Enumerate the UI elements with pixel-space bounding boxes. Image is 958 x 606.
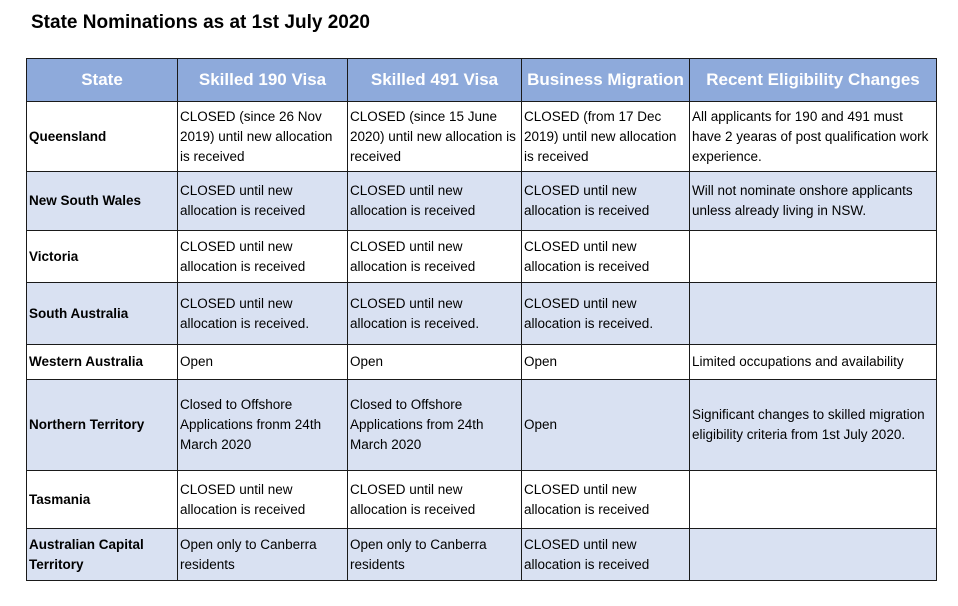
table-row: Australian Capital Territory Open only t…	[26, 528, 937, 581]
changes-cell: All applicants for 190 and 491 must have…	[689, 101, 937, 172]
table-row: Tasmania CLOSED until new allocation is …	[26, 470, 937, 529]
state-cell: Tasmania	[26, 470, 178, 529]
changes-cell: Will not nominate onshore applicants unl…	[689, 171, 937, 231]
visa-190-cell: CLOSED until new allocation is received	[177, 470, 348, 529]
visa-491-cell: CLOSED until new allocation is received	[347, 230, 522, 283]
state-cell: Western Australia	[26, 344, 178, 380]
business-cell: CLOSED until new allocation is received	[521, 230, 690, 283]
changes-cell: Limited occupations and availability	[689, 344, 937, 380]
table-row: Queensland CLOSED (since 26 Nov 2019) un…	[26, 101, 937, 172]
visa-190-cell: CLOSED (since 26 Nov 2019) until new all…	[177, 101, 348, 172]
business-cell: CLOSED (from 17 Dec 2019) until new allo…	[521, 101, 690, 172]
column-header-business: Business Migration	[521, 58, 690, 102]
state-cell: New South Wales	[26, 171, 178, 231]
changes-cell	[689, 282, 937, 345]
visa-190-cell: Closed to Offshore Applications fronm 24…	[177, 379, 348, 471]
table-header-row: State Skilled 190 Visa Skilled 491 Visa …	[26, 58, 937, 102]
changes-cell: Significant changes to skilled migration…	[689, 379, 937, 471]
visa-190-cell: CLOSED until new allocation is received	[177, 171, 348, 231]
table-row: Western Australia Open Open Open Limited…	[26, 344, 937, 380]
business-cell: CLOSED until new allocation is received	[521, 470, 690, 529]
page-title: State Nominations as at 1st July 2020	[31, 12, 370, 33]
table-row: New South Wales CLOSED until new allocat…	[26, 171, 937, 231]
state-cell: South Australia	[26, 282, 178, 345]
visa-491-cell: Open	[347, 344, 522, 380]
business-cell: Open	[521, 379, 690, 471]
business-cell: CLOSED until new allocation is received	[521, 528, 690, 581]
column-header-190: Skilled 190 Visa	[177, 58, 348, 102]
business-cell: CLOSED until new allocation is received	[521, 171, 690, 231]
column-header-changes: Recent Eligibility Changes	[689, 58, 937, 102]
business-cell: Open	[521, 344, 690, 380]
state-cell: Queensland	[26, 101, 178, 172]
column-header-491: Skilled 491 Visa	[347, 58, 522, 102]
table-row: Northern Territory Closed to Offshore Ap…	[26, 379, 937, 471]
visa-190-cell: CLOSED until new allocation is received	[177, 230, 348, 283]
changes-cell	[689, 528, 937, 581]
visa-491-cell: CLOSED until new allocation is received	[347, 470, 522, 529]
changes-cell	[689, 470, 937, 529]
state-cell: Northern Territory	[26, 379, 178, 471]
visa-190-cell: Open only to Canberra residents	[177, 528, 348, 581]
column-header-state: State	[26, 58, 178, 102]
business-cell: CLOSED until new allocation is received.	[521, 282, 690, 345]
visa-491-cell: CLOSED until new allocation is received.	[347, 282, 522, 345]
visa-491-cell: CLOSED until new allocation is received	[347, 171, 522, 231]
visa-491-cell: Closed to Offshore Applications from 24t…	[347, 379, 522, 471]
state-nominations-table: State Skilled 190 Visa Skilled 491 Visa …	[26, 58, 937, 581]
visa-190-cell: Open	[177, 344, 348, 380]
visa-491-cell: CLOSED (since 15 June 2020) until new al…	[347, 101, 522, 172]
state-cell: Australian Capital Territory	[26, 528, 178, 581]
visa-491-cell: Open only to Canberra residents	[347, 528, 522, 581]
table-row: South Australia CLOSED until new allocat…	[26, 282, 937, 345]
changes-cell	[689, 230, 937, 283]
visa-190-cell: CLOSED until new allocation is received.	[177, 282, 348, 345]
state-cell: Victoria	[26, 230, 178, 283]
table-row: Victoria CLOSED until new allocation is …	[26, 230, 937, 283]
